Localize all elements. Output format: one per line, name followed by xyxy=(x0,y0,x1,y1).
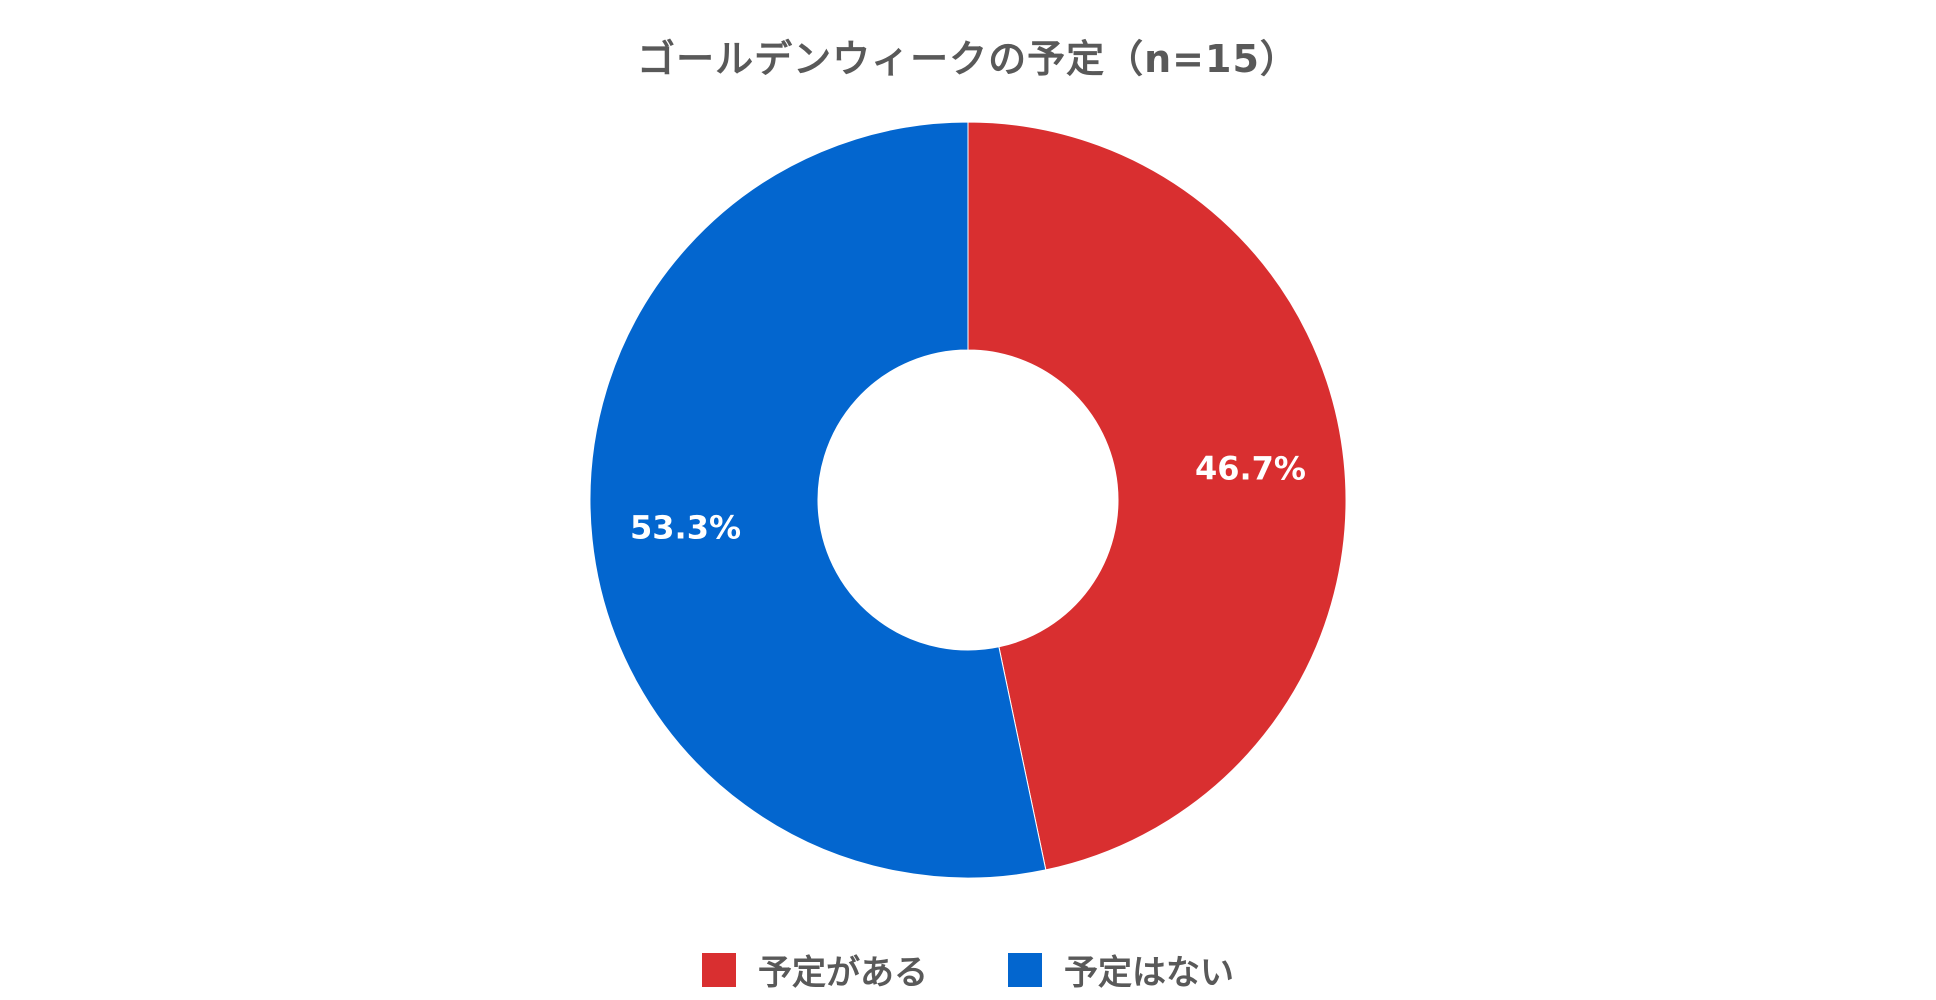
chart-title: ゴールデンウィークの予定（n=15） xyxy=(637,37,1299,81)
legend-swatch-no xyxy=(1008,952,1042,987)
slice-no xyxy=(589,121,1047,879)
legend-label-yes: 予定がある xyxy=(758,953,928,993)
legend-label-no: 予定はない xyxy=(1064,953,1234,993)
slice-yes xyxy=(967,121,1347,871)
slice-label-no: 53.3% xyxy=(630,508,741,546)
legend: 予定がある 予定はない xyxy=(0,945,1936,994)
legend-item-yes: 予定がある xyxy=(702,945,928,994)
slice-label-yes: 46.7% xyxy=(1195,450,1306,488)
legend-swatch-yes xyxy=(702,952,736,987)
legend-item-no: 予定はない xyxy=(1008,945,1234,994)
